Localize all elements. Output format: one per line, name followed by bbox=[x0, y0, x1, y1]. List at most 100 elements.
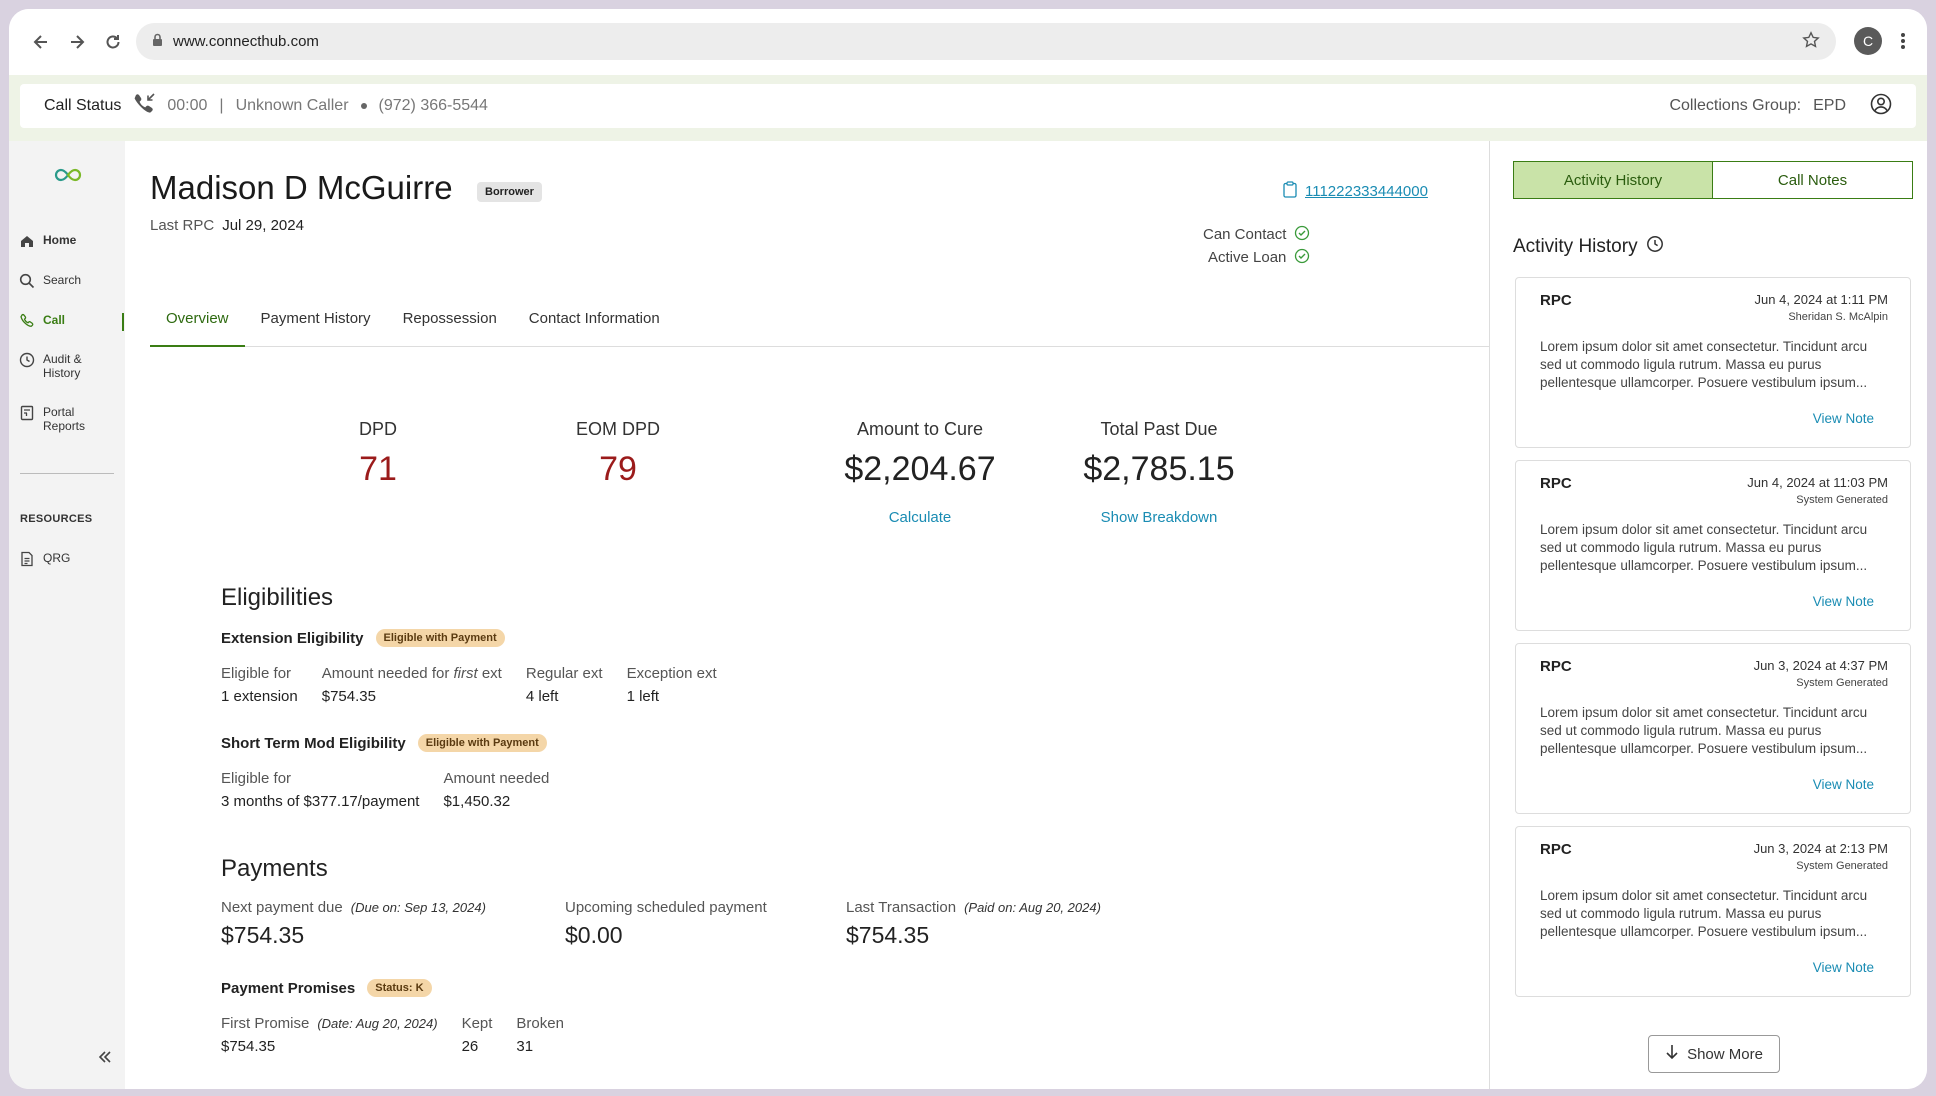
tab-repossession[interactable]: Repossession bbox=[402, 310, 497, 327]
field-exception-ext: Exception ext 1 left bbox=[626, 665, 717, 705]
card-type: RPC bbox=[1540, 841, 1572, 858]
sidebar-item-label-2: History bbox=[43, 366, 81, 380]
user-account-icon[interactable] bbox=[1870, 93, 1892, 120]
call-status-bar: Call Status 00:00 | Unknown Caller (972)… bbox=[9, 75, 1927, 141]
activity-history-heading: Activity History bbox=[1513, 235, 1664, 259]
eligibility-tag: Eligible with Payment bbox=[375, 629, 505, 647]
back-arrow-icon[interactable] bbox=[23, 24, 59, 60]
last-rpc-label: Last RPC bbox=[150, 217, 215, 234]
short-term-mod-title: Short Term Mod Eligibility bbox=[221, 734, 406, 752]
caller-name: Unknown Caller bbox=[235, 97, 349, 114]
show-breakdown-link[interactable]: Show Breakdown bbox=[1100, 509, 1218, 526]
tab-overview[interactable]: Overview bbox=[150, 304, 245, 347]
activity-card: RPC Jun 3, 2024 at 2:13 PM System Genera… bbox=[1515, 826, 1911, 997]
extension-eligibility-heading: Extension Eligibility Eligible with Paym… bbox=[221, 629, 505, 647]
incoming-call-icon bbox=[131, 91, 157, 122]
card-date: Jun 4, 2024 at 11:03 PM bbox=[1747, 475, 1888, 490]
status-tag: Status: K bbox=[367, 979, 432, 997]
browser-window: www.connecthub.com C Call Status 00:00 |… bbox=[9, 9, 1927, 1089]
activity-history-title: Activity History bbox=[1513, 236, 1638, 257]
caller-phone: (972) 366-5544 bbox=[378, 97, 488, 114]
card-author: System Generated bbox=[1796, 677, 1888, 689]
account-number-link[interactable]: 111222333444000 bbox=[1283, 181, 1428, 202]
address-bar[interactable]: www.connecthub.com bbox=[136, 23, 1836, 60]
main-content: Madison D McGuirre Borrower Last RPC Jul … bbox=[125, 141, 1489, 1089]
tab-call-notes[interactable]: Call Notes bbox=[1713, 161, 1913, 199]
last-rpc-value: Jul 29, 2024 bbox=[222, 217, 304, 234]
card-type: RPC bbox=[1540, 658, 1572, 675]
sidebar-item-label: QRG bbox=[43, 551, 71, 565]
field-last-transaction: Last Transaction (Paid on: Aug 20, 2024) … bbox=[846, 899, 1101, 948]
field-amount-needed: Amount needed $1,450.32 bbox=[443, 770, 550, 810]
calculate-link[interactable]: Calculate bbox=[888, 509, 952, 526]
show-more-button[interactable]: Show More bbox=[1648, 1035, 1780, 1073]
sidebar-item-label: Audit & bbox=[43, 352, 82, 366]
forward-arrow-icon[interactable] bbox=[59, 24, 95, 60]
bookmark-star-icon[interactable] bbox=[1802, 31, 1820, 53]
sidebar-item-qrg[interactable]: QRG bbox=[19, 551, 70, 570]
card-date: Jun 3, 2024 at 2:13 PM bbox=[1753, 841, 1888, 856]
tab-payment-history[interactable]: Payment History bbox=[260, 310, 371, 327]
sidebar-item-call[interactable]: Call bbox=[19, 313, 65, 332]
metric-eom-dpd: EOM DPD 79 bbox=[543, 419, 693, 489]
sidebar-item-label: Portal bbox=[43, 405, 75, 419]
promise-fields: First Promise (Date: Aug 20, 2024) $754.3… bbox=[221, 1015, 564, 1055]
metric-amount-to-cure: Amount to Cure $2,204.67 Calculate bbox=[835, 419, 1005, 526]
reload-icon[interactable] bbox=[95, 24, 131, 60]
collections-group-label: Collections Group: bbox=[1669, 97, 1802, 114]
clock-icon bbox=[19, 352, 35, 371]
call-separator: | bbox=[219, 97, 224, 114]
field-next-payment-due: Next payment due (Due on: Sep 13, 2024) $… bbox=[221, 899, 486, 948]
sidebar-item-label-2: Reports bbox=[43, 419, 86, 433]
card-author: Sheridan S. McAlpin bbox=[1788, 311, 1888, 323]
home-icon bbox=[19, 233, 35, 252]
metric-value: 79 bbox=[599, 450, 637, 488]
tab-contact-information[interactable]: Contact Information bbox=[528, 310, 660, 327]
collections-group-value: EPD bbox=[1813, 97, 1846, 114]
sidebar-divider bbox=[20, 473, 114, 474]
view-note-link[interactable]: View Note bbox=[1812, 960, 1874, 975]
account-number[interactable]: 111222333444000 bbox=[1305, 183, 1428, 200]
payments-title: Payments bbox=[221, 855, 328, 882]
status-label: Can Contact bbox=[1203, 226, 1287, 243]
sidebar-item-home[interactable]: Home bbox=[19, 233, 76, 252]
last-rpc: Last RPC Jul 29, 2024 bbox=[150, 217, 304, 234]
check-circle-icon bbox=[1294, 225, 1310, 245]
field-upcoming-scheduled: Upcoming scheduled payment $0.00 bbox=[565, 899, 767, 948]
short-term-mod-heading: Short Term Mod Eligibility Eligible with… bbox=[221, 734, 547, 752]
eligibilities-title: Eligibilities bbox=[221, 584, 334, 611]
field-broken: Broken 31 bbox=[516, 1015, 564, 1055]
sidebar-item-search[interactable]: Search bbox=[19, 273, 81, 292]
metric-label: Total Past Due bbox=[1100, 419, 1218, 439]
app-logo-icon[interactable] bbox=[53, 167, 83, 188]
payment-fields: Next payment due (Due on: Sep 13, 2024) $… bbox=[221, 899, 1101, 949]
url-text: www.connecthub.com bbox=[173, 33, 319, 50]
active-indicator bbox=[122, 313, 124, 331]
card-type: RPC bbox=[1540, 475, 1572, 492]
tab-activity-history[interactable]: Activity History bbox=[1513, 161, 1713, 199]
activity-card: RPC Jun 4, 2024 at 11:03 PM System Gener… bbox=[1515, 460, 1911, 631]
view-note-link[interactable]: View Note bbox=[1812, 594, 1874, 609]
sidebar-item-portal-reports[interactable]: Portal Reports bbox=[19, 405, 85, 433]
resources-heading: RESOURCES bbox=[20, 513, 93, 525]
card-author: System Generated bbox=[1796, 860, 1888, 872]
clipboard-icon[interactable] bbox=[1283, 181, 1297, 202]
status-label: Active Loan bbox=[1208, 249, 1287, 266]
activity-card: RPC Jun 4, 2024 at 1:11 PM Sheridan S. M… bbox=[1515, 277, 1911, 448]
sidebar-item-label: Home bbox=[43, 233, 77, 247]
history-clock-icon bbox=[1646, 235, 1664, 259]
view-note-link[interactable]: View Note bbox=[1812, 411, 1874, 426]
metric-label: Amount to Cure bbox=[856, 419, 984, 439]
call-status-title: Call Status bbox=[44, 97, 122, 114]
view-note-link[interactable]: View Note bbox=[1812, 777, 1874, 792]
metric-dpd: DPD 71 bbox=[313, 419, 443, 489]
phone-icon bbox=[19, 313, 35, 332]
sidebar-item-audit-history[interactable]: Audit & History bbox=[19, 352, 82, 380]
field-amount-needed-first: Amount needed for first ext $754.35 bbox=[321, 665, 502, 705]
card-body: Lorem ipsum dolor sit amet consectetur. … bbox=[1540, 888, 1868, 939]
profile-avatar[interactable]: C bbox=[1854, 27, 1882, 55]
field-first-promise: First Promise (Date: Aug 20, 2024) $754.3… bbox=[221, 1015, 438, 1055]
eligibility-tag: Eligible with Payment bbox=[417, 734, 547, 752]
collapse-sidebar-icon[interactable] bbox=[97, 1049, 113, 1070]
browser-menu-icon[interactable] bbox=[1893, 27, 1913, 55]
